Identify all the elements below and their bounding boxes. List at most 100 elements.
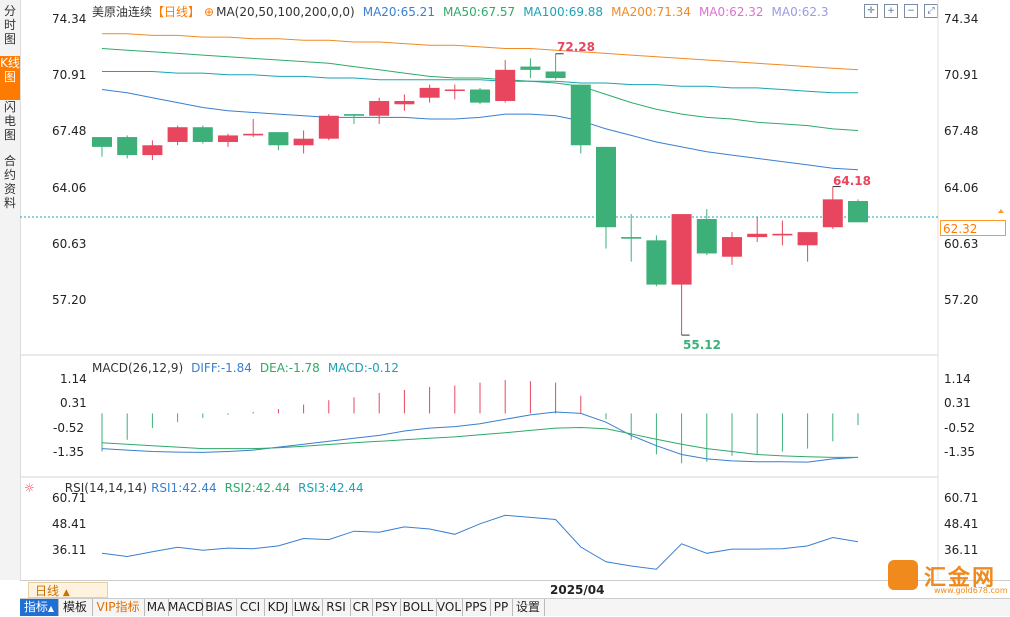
- logo-subtext: www.gold678.com: [934, 586, 1008, 595]
- price-axis-tick-left: 60.63: [52, 236, 87, 251]
- price-axis-tick-left: 67.48: [52, 124, 87, 139]
- current-price-tag: 62.32: [940, 220, 1006, 236]
- zoom-in-icon[interactable]: +: [884, 4, 898, 18]
- logo-text: 汇金网: [924, 566, 997, 591]
- price-axis-tick-right: 60.63: [944, 236, 979, 251]
- rsi-axis-tick-right: 36.11: [944, 543, 979, 557]
- tab-kline[interactable]: K线图: [0, 56, 20, 100]
- tab-intraday[interactable]: 分时图: [3, 4, 16, 46]
- indicator-selector[interactable]: 指标▲: [20, 599, 59, 616]
- rsi-params: RSI(14,14,14): [64, 481, 148, 495]
- indicator-item[interactable]: PPS: [462, 599, 491, 616]
- instrument-name: 美原油连续: [92, 5, 153, 19]
- indicator-item[interactable]: KDJ: [264, 599, 293, 616]
- rsi-axis-tick-left: 60.71: [52, 491, 87, 505]
- main-legend: 美原油连续【日线】 ⊕ MA(20,50,100,200,0,0) MA20:65.2…: [92, 3, 837, 20]
- zoom-out-icon[interactable]: −: [904, 4, 918, 18]
- candle-body: [671, 214, 692, 285]
- indicator-item[interactable]: BIAS: [202, 599, 237, 616]
- rsi-axis-tick-left: 48.41: [52, 517, 87, 531]
- indicator-item[interactable]: MACD: [168, 599, 204, 616]
- logo-icon: [888, 560, 918, 590]
- price-axis-tick-right: 74.34: [944, 12, 979, 26]
- ma100-value: MA100:69.88: [523, 5, 604, 19]
- candle-body: [117, 137, 138, 156]
- candle-body: [696, 219, 717, 254]
- candle-body: [621, 237, 642, 239]
- indicator-item[interactable]: 模板: [58, 599, 93, 616]
- candle-body: [570, 84, 591, 146]
- ma-line-ma20: [101, 89, 859, 171]
- candle-body: [318, 115, 339, 139]
- macd-axis-tick-right: -0.52: [944, 420, 976, 435]
- candle-body: [722, 237, 742, 257]
- candle-body: [218, 135, 238, 142]
- candle-body: [344, 114, 364, 116]
- candle-body: [92, 137, 112, 147]
- macd-axis-tick-right: -1.35: [944, 445, 976, 459]
- indicator-item[interactable]: CCI: [236, 599, 265, 616]
- chevron-up-icon: ▲: [47, 604, 55, 613]
- ma0-value-b: MA0:62.3: [771, 5, 829, 19]
- rsi-axis-tick-right: 48.41: [944, 517, 979, 531]
- candle-body: [268, 132, 289, 146]
- candle-body: [369, 100, 390, 116]
- indicator-item[interactable]: VOL: [436, 599, 463, 616]
- indicator-item[interactable]: RSI: [322, 599, 351, 616]
- tab-flash-chart[interactable]: 闪电图: [3, 100, 16, 142]
- indicator-item[interactable]: 设置: [512, 599, 545, 616]
- macd-dea: DEA:-1.78: [259, 361, 320, 375]
- indicator-item[interactable]: BOLL: [400, 599, 437, 616]
- price-chart[interactable]: [0, 0, 1010, 580]
- candle-body: [848, 200, 868, 223]
- indicator-item[interactable]: PSY: [372, 599, 401, 616]
- price-axis-tick-left: 70.91: [52, 68, 87, 83]
- tab-contract-info[interactable]: 合约资料: [3, 154, 16, 210]
- candle-body: [444, 89, 465, 92]
- macd-axis-tick-right: 1.14: [944, 372, 971, 386]
- rsi-legend: ☼ RSI(14,14,14) RSI1:42.44 RSI2:42.44 RSI3:4…: [24, 481, 372, 495]
- candle-body: [772, 233, 793, 236]
- candle-body: [142, 145, 163, 156]
- price-axis-tick-left: 57.20: [52, 293, 87, 307]
- rsi1-value: RSI1:42.44: [151, 481, 217, 495]
- indicator-bar: 指标▲ 模板 VIP指标 MA MACD BIAS CCI KDJ LW& RSI CR PSY BO…: [20, 598, 1010, 616]
- rsi-settings-icon[interactable]: ☼: [24, 481, 35, 495]
- indicator-item[interactable]: LW&: [292, 599, 323, 616]
- macd-axis-tick-left: -1.35: [53, 445, 85, 459]
- indicator-selector-label: 指标: [23, 600, 48, 614]
- indicator-item[interactable]: CR: [350, 599, 373, 616]
- price-arrow-icon: [998, 209, 1004, 214]
- macd-legend: MACD(26,12,9) DIFF:-1.84 DEA:-1.78 MACD:-0.…: [92, 361, 407, 375]
- indicator-item[interactable]: PP: [490, 599, 513, 616]
- period-label: 【日线】: [152, 5, 201, 19]
- rsi-axis-tick-left: 36.11: [52, 543, 87, 557]
- price-axis-tick-right: 57.20: [944, 293, 979, 307]
- date-label: 2025/04: [550, 583, 605, 597]
- price-axis-tick-left: 64.06: [52, 180, 87, 195]
- move-icon[interactable]: ✛: [864, 4, 878, 18]
- period-row: 日线 ▲ 2025/04: [20, 580, 1010, 599]
- price-axis-tick-right: 70.91: [944, 68, 979, 83]
- chevron-up-icon: ▲: [62, 588, 70, 598]
- high-price-label: 72.28: [557, 40, 595, 54]
- candle-body: [822, 199, 843, 228]
- candle-body: [495, 69, 516, 101]
- macd-params: MACD(26,12,9): [92, 361, 184, 375]
- indicator-item[interactable]: MA: [144, 599, 169, 616]
- rsi-axis-tick-right: 60.71: [944, 491, 979, 505]
- settings-icon[interactable]: ⊕: [204, 5, 215, 19]
- ma0-value-a: MA0:62.32: [698, 5, 764, 19]
- price-axis-tick-right: 64.06: [944, 180, 979, 195]
- candle-body: [797, 232, 818, 246]
- indicator-item[interactable]: VIP指标: [92, 599, 145, 616]
- candle-body: [192, 127, 213, 142]
- recent-high-label: 64.18: [833, 174, 871, 188]
- macd-dea-line: [101, 426, 858, 458]
- rsi-line: [101, 514, 859, 570]
- candle-body: [545, 71, 566, 79]
- period-selector[interactable]: 日线 ▲: [28, 582, 108, 598]
- macd-diff: DIFF:-1.84: [191, 361, 252, 375]
- ma200-value: MA200:71.34: [611, 5, 691, 19]
- macd-axis-tick-right: 0.31: [944, 396, 971, 411]
